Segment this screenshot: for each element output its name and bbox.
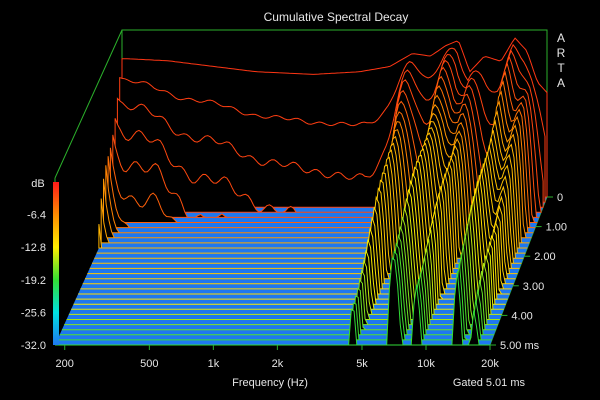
decay-slice (55, 257, 490, 346)
z-tick-label: 0 (557, 192, 563, 204)
decay-slice (64, 226, 498, 326)
brand-letter: A (557, 31, 565, 45)
x-tick-label: 1k (208, 358, 220, 370)
decay-slice (68, 207, 502, 317)
y-tick-labels: -6.4 -12.8 -19.2 -25.6 -32.0 (21, 210, 46, 352)
top-left-edge (54, 29, 123, 179)
decay-slice (61, 233, 496, 331)
decay-slice (80, 166, 512, 290)
brand-letter: A (557, 76, 565, 90)
gate-text: Gated 5.01 ms (453, 377, 526, 389)
decay-slice (59, 242, 494, 336)
x-tick-label: 10k (417, 358, 435, 370)
decay-slice (92, 137, 522, 264)
brand-watermark: A R T A (557, 31, 566, 90)
y-tick-label: -12.8 (21, 242, 46, 254)
y-tick-label: -6.4 (27, 210, 46, 222)
z-tick-label: 4.00 (511, 310, 532, 322)
y-tick-label: -32.0 (21, 340, 46, 352)
decay-slices (55, 37, 548, 346)
decay-slice (75, 179, 508, 300)
y-axis-unit-label: dB (31, 178, 44, 190)
z-tick-labels: 0 1.00 2.00 3.00 4.00 5.00 ms (490, 192, 567, 352)
decay-slice (66, 217, 500, 321)
z-tick-label: 3.00 (523, 281, 544, 293)
decay-slice (71, 198, 504, 310)
decay-slice (57, 250, 492, 341)
z-tick-label: 5.00 ms (500, 340, 540, 352)
brand-letter: R (557, 46, 566, 60)
y-tick-label: -19.2 (21, 275, 46, 287)
decay-slice (94, 132, 524, 259)
x-tick-label: 2k (272, 358, 284, 370)
x-tick-label: 200 (56, 358, 74, 370)
chart-title: Cumulative Spectral Decay (264, 10, 409, 24)
decay-slice (82, 160, 514, 285)
decay-slice (78, 172, 510, 295)
colorbar (53, 182, 59, 345)
y-tick-label: -25.6 (21, 307, 46, 319)
x-tick-labels: 200 500 1k 2k 5k 10k 20k (56, 345, 499, 370)
brand-letter: T (557, 61, 565, 75)
decay-slice (89, 142, 520, 269)
decay-slice (85, 154, 516, 280)
z-tick-label: 2.00 (534, 251, 555, 263)
decay-slice (87, 148, 518, 275)
x-axis-label: Frequency (Hz) (232, 377, 308, 389)
colorbar-gradient (53, 182, 59, 345)
x-tick-label: 5k (356, 358, 368, 370)
decay-slice (73, 189, 506, 305)
x-tick-label: 500 (140, 358, 158, 370)
x-tick-label: 20k (481, 358, 499, 370)
z-tick-label: 1.00 (546, 222, 567, 234)
